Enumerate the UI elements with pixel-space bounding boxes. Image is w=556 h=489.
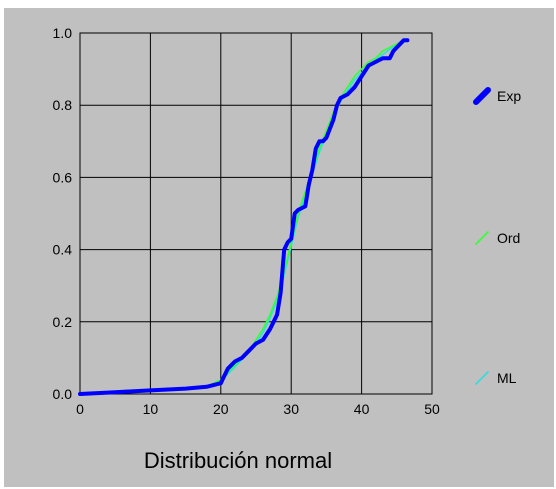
legend-item-ord: Ord — [475, 230, 520, 246]
legend-item-ml: ML — [475, 370, 517, 386]
x-tick-label: 50 — [424, 401, 440, 417]
y-tick-label: 0.4 — [53, 242, 73, 258]
left-margin — [0, 0, 4, 489]
legend-item-exp: Exp — [473, 87, 521, 105]
y-tick-label: 0.0 — [53, 386, 73, 402]
legend-swatch-ml — [475, 371, 489, 385]
x-tick-label: 40 — [354, 401, 370, 417]
y-tick-label: 1.0 — [53, 25, 73, 41]
x-tick-label: 0 — [76, 401, 84, 417]
legend-swatch-exp — [473, 87, 491, 105]
legend-label-exp: Exp — [497, 88, 521, 104]
x-tick-label: 30 — [283, 401, 299, 417]
x-tick-label: 10 — [143, 401, 159, 417]
top-margin — [0, 0, 556, 8]
legend-label-ml: ML — [497, 370, 517, 386]
chart-title: Distribución normal — [144, 448, 332, 473]
x-tick-label: 20 — [213, 401, 229, 417]
y-tick-label: 0.8 — [53, 97, 73, 113]
y-tick-label: 0.2 — [53, 314, 73, 330]
legend-label-ord: Ord — [497, 230, 520, 246]
y-tick-label: 0.6 — [53, 169, 73, 185]
series-line-exp — [78, 38, 410, 396]
grid — [79, 32, 433, 395]
plot-area — [79, 32, 433, 395]
legend-swatch-ord — [475, 231, 489, 245]
legend: Exp Ord ML — [473, 87, 521, 386]
plot-frame — [79, 32, 433, 395]
axis-tick-labels: 0 10 20 30 40 50 0.0 0.2 0.4 0.6 0.8 1.0 — [53, 25, 440, 417]
series-layer — [78, 38, 410, 396]
